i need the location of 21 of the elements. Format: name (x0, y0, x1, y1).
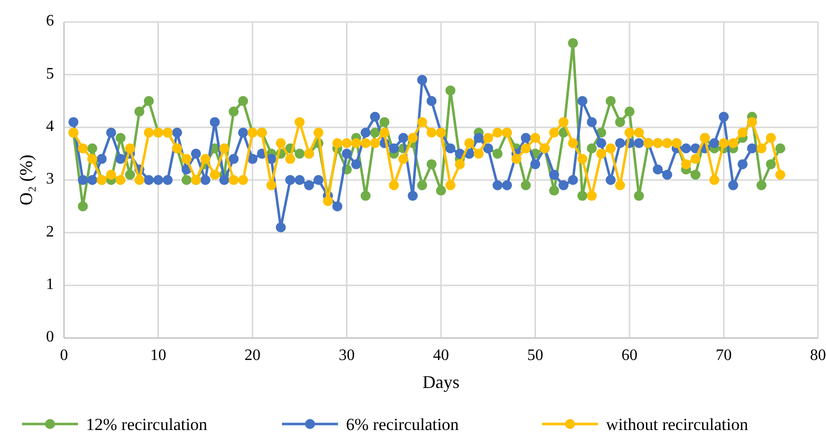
x-tick-label: 80 (810, 347, 826, 364)
y-tick-label: 1 (46, 276, 54, 294)
x-axis-title: Days (422, 372, 460, 392)
x-tick-label: 60 (622, 347, 638, 364)
x-tick-label: 20 (244, 347, 260, 364)
legend-label: 12% recirculation (86, 415, 208, 434)
y-axis-title: O₂ (%) (16, 154, 36, 206)
x-tick-label: 30 (338, 347, 355, 364)
y-tick-label: 3 (46, 170, 54, 188)
legend-label: 6% recirculation (346, 415, 460, 434)
x-tick-label: 40 (433, 347, 449, 364)
x-tick-label: 70 (716, 347, 732, 364)
x-tick-label: 50 (527, 347, 544, 364)
legend-label: without recirculation (606, 415, 749, 434)
x-tick-label: 0 (60, 347, 68, 364)
y-tick-label: 0 (46, 328, 54, 346)
x-tick-label: 10 (150, 347, 166, 364)
y-tick-label: 4 (46, 118, 54, 136)
y-tick-label: 5 (46, 65, 54, 82)
y-tick-label: 2 (46, 223, 54, 240)
y-tick-label: 6 (46, 12, 54, 30)
